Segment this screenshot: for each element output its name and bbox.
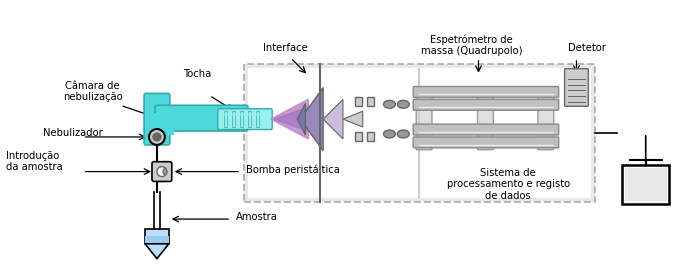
Text: Sistema de
processamento e registo
de dados: Sistema de processamento e registo de da… xyxy=(447,168,570,201)
FancyBboxPatch shape xyxy=(155,105,248,131)
Bar xyxy=(355,132,362,141)
Bar xyxy=(256,111,259,127)
Text: Nebulizador: Nebulizador xyxy=(43,128,103,138)
Bar xyxy=(367,97,374,106)
Bar xyxy=(244,64,595,202)
FancyBboxPatch shape xyxy=(477,88,494,150)
Bar xyxy=(367,132,374,141)
Polygon shape xyxy=(343,111,363,127)
Text: Amostra: Amostra xyxy=(236,212,278,222)
Bar xyxy=(145,229,169,244)
Circle shape xyxy=(149,129,165,145)
Polygon shape xyxy=(271,99,308,139)
FancyBboxPatch shape xyxy=(146,113,174,135)
FancyBboxPatch shape xyxy=(144,93,170,145)
Bar xyxy=(232,111,235,127)
Text: Detetor: Detetor xyxy=(569,43,607,53)
Bar xyxy=(145,236,169,244)
FancyBboxPatch shape xyxy=(413,124,559,135)
Bar xyxy=(222,113,267,116)
Polygon shape xyxy=(274,107,308,131)
FancyBboxPatch shape xyxy=(413,87,559,97)
Polygon shape xyxy=(145,244,169,259)
Text: Câmara de
nebulização: Câmara de nebulização xyxy=(63,81,123,102)
Polygon shape xyxy=(297,103,305,135)
Ellipse shape xyxy=(384,130,395,138)
Text: Tocha: Tocha xyxy=(183,69,212,79)
FancyBboxPatch shape xyxy=(565,69,588,106)
Text: Interface: Interface xyxy=(263,43,308,53)
Text: Espetrómetro de
massa (Quadrupolo): Espetrómetro de massa (Quadrupolo) xyxy=(421,34,523,56)
Ellipse shape xyxy=(397,100,410,108)
Ellipse shape xyxy=(384,100,395,108)
Text: Bomba peristáltica: Bomba peristáltica xyxy=(246,164,340,175)
Bar xyxy=(240,111,243,127)
Ellipse shape xyxy=(397,130,410,138)
FancyBboxPatch shape xyxy=(152,162,172,181)
FancyBboxPatch shape xyxy=(538,88,554,150)
Bar xyxy=(622,165,670,204)
Bar xyxy=(355,97,362,106)
Circle shape xyxy=(153,133,161,141)
FancyBboxPatch shape xyxy=(413,137,559,148)
FancyBboxPatch shape xyxy=(416,88,432,150)
Ellipse shape xyxy=(163,169,167,175)
Bar xyxy=(248,111,251,127)
Polygon shape xyxy=(301,87,323,151)
Circle shape xyxy=(157,167,167,177)
Bar xyxy=(248,68,591,198)
FancyBboxPatch shape xyxy=(218,109,272,130)
Bar xyxy=(224,111,227,127)
Polygon shape xyxy=(323,99,343,139)
Bar xyxy=(625,168,667,201)
FancyBboxPatch shape xyxy=(413,99,559,110)
Text: Introdução
da amostra: Introdução da amostra xyxy=(5,151,62,172)
